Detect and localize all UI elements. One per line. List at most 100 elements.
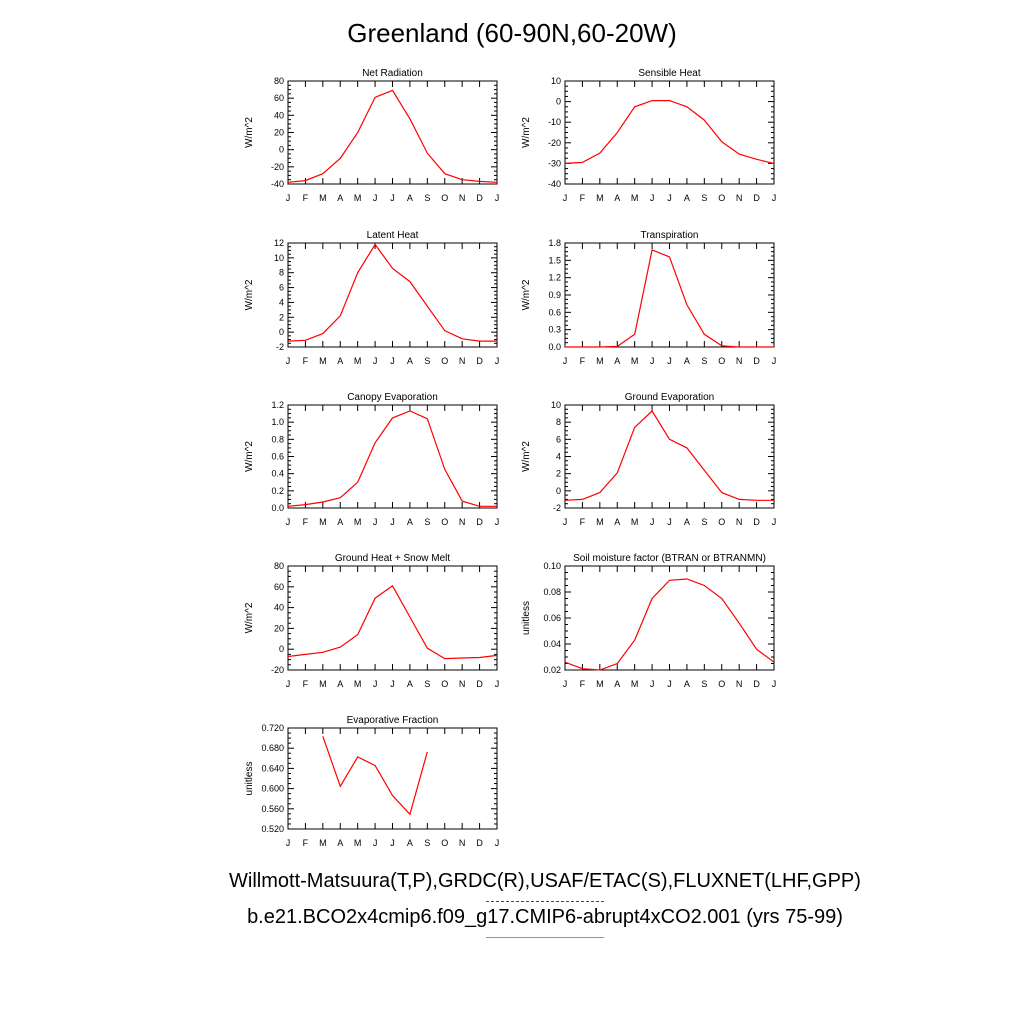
x-tick-label: A	[337, 517, 343, 527]
panel-title: Ground Evaporation	[625, 392, 715, 403]
x-tick-label: J	[667, 356, 672, 366]
y-tick-label: 0	[279, 644, 284, 654]
x-tick-label: J	[667, 517, 672, 527]
x-tick-label: D	[753, 517, 760, 527]
x-tick-label: F	[580, 356, 586, 366]
x-tick-label: O	[441, 838, 448, 848]
x-tick-label: D	[753, 193, 760, 203]
x-tick-label: D	[476, 517, 483, 527]
x-tick-label: S	[701, 517, 707, 527]
x-tick-label: J	[495, 679, 500, 689]
y-tick-label: 0	[279, 145, 284, 155]
y-tick-label: 0.8	[271, 434, 284, 444]
x-tick-label: J	[772, 356, 777, 366]
x-tick-label: M	[631, 679, 639, 689]
x-tick-label: J	[495, 193, 500, 203]
x-tick-label: O	[441, 679, 448, 689]
x-tick-label: N	[459, 838, 466, 848]
x-tick-label: J	[373, 838, 378, 848]
x-tick-label: J	[373, 356, 378, 366]
y-tick-label: 6	[279, 283, 284, 293]
x-tick-label: D	[753, 679, 760, 689]
y-tick-label: 20	[274, 128, 284, 138]
page-title: Greenland (60-90N,60-20W)	[347, 18, 677, 48]
x-tick-label: A	[407, 679, 413, 689]
x-tick-label: M	[596, 679, 604, 689]
x-tick-label: A	[684, 517, 690, 527]
x-tick-label: M	[319, 193, 327, 203]
x-tick-label: S	[701, 193, 707, 203]
panel-title: Canopy Evaporation	[347, 392, 438, 403]
panel-title: Net Radiation	[362, 68, 423, 79]
plot-frame	[564, 565, 775, 671]
x-tick-label: A	[614, 193, 620, 203]
y-tick-label: 0.6	[271, 452, 284, 462]
x-tick-label: N	[459, 517, 466, 527]
x-tick-label: A	[337, 193, 343, 203]
x-tick-label: A	[684, 193, 690, 203]
x-tick-label: S	[424, 517, 430, 527]
y-tick-label: 0.560	[261, 804, 284, 814]
y-tick-label: 2	[556, 469, 561, 479]
x-tick-label: D	[753, 356, 760, 366]
model-legend-line	[486, 937, 604, 938]
x-tick-label: M	[631, 356, 639, 366]
y-axis-label: W/m^2	[521, 117, 532, 148]
x-tick-label: J	[390, 838, 395, 848]
y-tick-label: 10	[551, 400, 561, 410]
x-tick-label: S	[424, 193, 430, 203]
x-tick-label: M	[631, 193, 639, 203]
obs-legend-line	[486, 901, 604, 902]
y-tick-label: -20	[271, 162, 284, 172]
x-tick-label: S	[701, 679, 707, 689]
x-tick-label: A	[407, 356, 413, 366]
y-tick-label: 1.2	[548, 273, 561, 283]
x-tick-label: J	[286, 838, 291, 848]
plot-frame	[287, 80, 498, 185]
y-tick-label: 20	[274, 623, 284, 633]
series-line	[287, 584, 498, 660]
x-tick-label: O	[441, 517, 448, 527]
x-tick-label: J	[390, 517, 395, 527]
y-axis-label: W/m^2	[244, 279, 255, 310]
y-axis-label: W/m^2	[521, 279, 532, 310]
x-tick-label: J	[373, 679, 378, 689]
y-axis-label: W/m^2	[244, 117, 255, 148]
x-tick-label: M	[319, 517, 327, 527]
y-tick-label: 0.600	[261, 784, 284, 794]
y-tick-label: 4	[279, 297, 284, 307]
x-tick-label: D	[476, 679, 483, 689]
x-tick-label: M	[596, 517, 604, 527]
x-tick-label: A	[407, 193, 413, 203]
x-tick-label: J	[495, 356, 500, 366]
x-tick-label: O	[718, 356, 725, 366]
x-tick-label: J	[373, 193, 378, 203]
y-tick-label: 40	[274, 110, 284, 120]
y-tick-label: 1.2	[271, 400, 284, 410]
panel-title: Latent Heat	[367, 230, 419, 241]
y-tick-label: 0	[556, 97, 561, 107]
x-tick-label: J	[286, 517, 291, 527]
y-tick-label: 80	[274, 561, 284, 571]
x-tick-label: O	[441, 193, 448, 203]
x-tick-label: N	[736, 679, 743, 689]
caption-model: b.e21.BCO2x4cmip6.f09_g17.CMIP6-abrupt4x…	[247, 906, 843, 928]
x-tick-label: D	[476, 838, 483, 848]
plot-frame	[564, 242, 775, 348]
plot-frame	[287, 404, 498, 509]
plot-frame	[287, 242, 498, 348]
x-tick-label: A	[614, 356, 620, 366]
y-tick-label: 0.3	[548, 325, 561, 335]
y-tick-label: 0.640	[261, 763, 284, 773]
x-tick-label: O	[718, 679, 725, 689]
x-tick-label: D	[476, 193, 483, 203]
x-tick-label: J	[650, 193, 655, 203]
x-tick-label: J	[772, 679, 777, 689]
y-tick-label: 0.06	[543, 613, 561, 623]
x-tick-label: A	[684, 679, 690, 689]
x-tick-label: F	[580, 517, 586, 527]
y-tick-label: 1.5	[548, 255, 561, 265]
y-tick-label: -2	[276, 342, 284, 352]
x-tick-label: N	[736, 193, 743, 203]
x-tick-label: O	[441, 356, 448, 366]
